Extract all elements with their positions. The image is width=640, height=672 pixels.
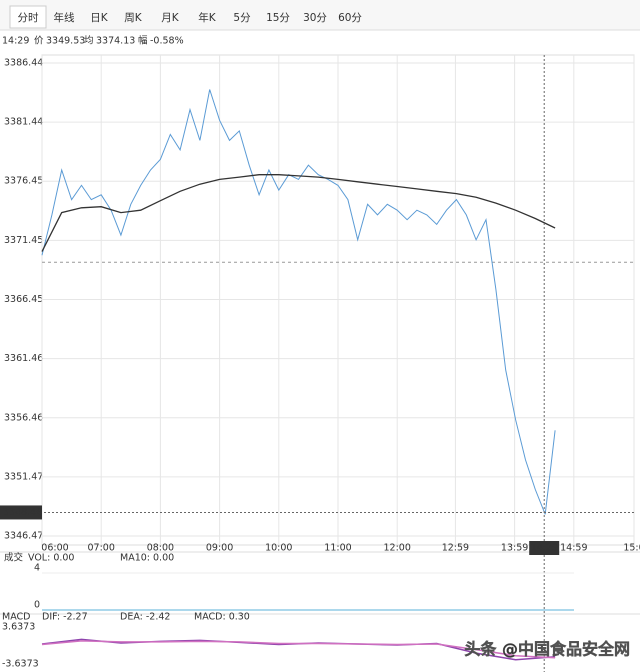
volume-ma: MA10: 0.00	[120, 553, 174, 564]
x-tick-label: 14:59	[560, 543, 587, 554]
x-tick-label: 12:59	[442, 543, 469, 554]
volume-tick-label: 0	[34, 600, 40, 611]
crosshair-price-label: 3348.46	[3, 507, 42, 518]
tab[interactable]: 分时	[18, 12, 39, 24]
tab[interactable]: 日K	[90, 12, 108, 24]
crosshair-time-box	[529, 541, 560, 555]
x-tick-label: 13:59	[501, 543, 528, 554]
price-line	[41, 89, 556, 515]
info-price-label: 价	[34, 36, 44, 47]
y-tick-label: 3366.45	[4, 294, 43, 305]
y-tick-label: 3386.44	[4, 58, 43, 69]
info-avg-label: 均	[84, 35, 94, 47]
tab[interactable]: 月K	[161, 12, 179, 24]
watermark: 头条 @中国食品安全网	[464, 640, 630, 659]
tab[interactable]: 30分	[303, 12, 327, 24]
x-tick-label: 15:0	[623, 543, 640, 554]
tab[interactable]: 5分	[233, 12, 251, 24]
x-tick-label: 10:00	[265, 543, 292, 554]
y-tick-label: 3346.47	[4, 531, 43, 542]
info-change-label: 幅	[138, 35, 148, 47]
macd-tick-label: 3.6373	[2, 622, 35, 633]
tab[interactable]: 年K	[198, 11, 216, 24]
x-tick-label: 06:00	[41, 543, 68, 554]
macd-title: MACD	[2, 612, 30, 623]
macd-tick-label: -3.6373	[2, 659, 39, 670]
x-tick-label: 12:00	[384, 543, 411, 554]
macd-line	[41, 640, 556, 659]
price-line	[41, 174, 556, 252]
info-price: 3349.53	[46, 36, 85, 47]
crosshair-price-box	[0, 505, 42, 520]
tab[interactable]: 年线	[54, 11, 75, 24]
info-change: -0.58%	[150, 36, 184, 47]
tab[interactable]: 60分	[338, 12, 362, 24]
y-tick-label: 3351.47	[4, 471, 43, 482]
y-tick-label: 3371.45	[4, 235, 43, 246]
y-tick-label: 3376.45	[4, 176, 43, 187]
volume-vol: VOL: 0.00	[28, 553, 74, 564]
tab[interactable]: 15分	[266, 12, 290, 24]
y-tick-label: 3356.46	[4, 412, 43, 423]
macd-dif: DIF: -2.27	[42, 612, 88, 623]
info-time: 14:29	[2, 36, 29, 47]
volume-title: 成交	[4, 552, 24, 564]
tab-bar	[0, 0, 640, 30]
crosshair-time-label: 14:29	[531, 543, 558, 554]
active-tab	[9, 5, 47, 29]
x-tick-label: 07:00	[88, 543, 115, 554]
x-tick-label: 11:00	[324, 543, 351, 554]
y-tick-label: 3361.46	[4, 353, 43, 364]
x-tick-label: 09:00	[206, 543, 233, 554]
volume-tick-label: 4	[34, 563, 40, 574]
y-tick-label: 3381.44	[4, 117, 43, 128]
info-avg: 3374.13	[96, 36, 135, 47]
macd-dea: DEA: -2.42	[120, 612, 170, 623]
tab[interactable]: 周K	[124, 12, 142, 24]
x-tick-label: 08:00	[147, 543, 174, 554]
macd-value: MACD: 0.30	[194, 612, 250, 623]
